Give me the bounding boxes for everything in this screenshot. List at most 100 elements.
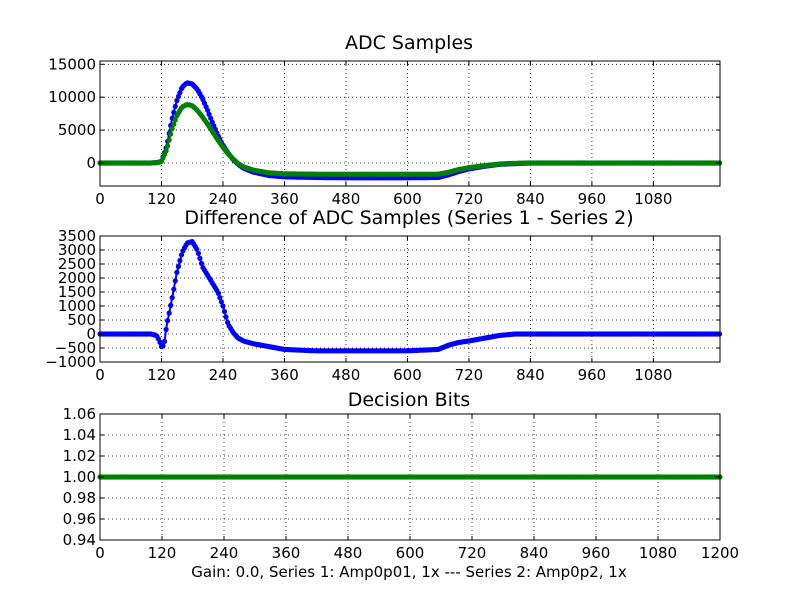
data-point [223,314,229,320]
data-point [197,255,203,261]
y-tick-label: 15000 [48,55,96,73]
decision-bits-panel: Decision Bits 0 120 240 360 480 600 720 840 960 1… [63,389,740,562]
y-tick-label: 0 [86,325,96,343]
x-tick-label: 240 [209,190,238,208]
y-tick-label: 1000 [58,297,96,315]
data-point [160,343,166,349]
x-tick-label: 120 [147,190,176,208]
data-point [172,103,178,109]
x-tick-label: 960 [582,544,611,562]
data-point [217,295,223,301]
difference-panel: Difference of ADC Samples (Series 1 - Se… [45,207,723,384]
y-tick-label: 3000 [58,241,96,259]
data-point [169,295,175,301]
series-1 [97,239,723,354]
y-tick-label: 500 [67,311,96,329]
y-tick-label: 1.06 [63,405,96,423]
x-tick-label: 360 [272,544,301,562]
x-tick-label: 960 [578,190,607,208]
adc-samples-title: ADC Samples [345,32,473,54]
x-tick-label: 600 [396,544,425,562]
y-tick-label: 5000 [58,121,96,139]
y-tick-label: 1.04 [63,426,96,444]
x-tick-label: 360 [270,190,299,208]
axis-ticks: 0 120 240 360 480 600 720 840 960 1080−1000−50005… [45,227,720,384]
y-tick-label: 0.98 [63,489,96,507]
data-point [195,250,201,256]
y-tick-label: 2500 [58,255,96,273]
x-tick-label: 240 [209,366,238,384]
adc-samples-panel: ADC Samples 0 120 240 360 480 600 720 840 960 108… [48,32,723,208]
data-point [166,310,172,316]
data-point [163,326,169,333]
x-tick-label: 960 [578,366,607,384]
data-point [208,115,214,121]
x-tick-label: 600 [393,366,422,384]
data-point [174,269,180,275]
data-point [157,339,163,345]
data-point [221,308,228,315]
data-point [165,143,171,149]
x-tick-label: 1200 [701,544,739,562]
y-tick-label: −500 [55,339,96,357]
x-tick-label: 480 [334,544,363,562]
x-tick-label: 0 [95,190,105,208]
y-tick-label: 3500 [58,227,96,245]
data-point [177,258,183,264]
y-tick-label: 0.94 [63,531,96,549]
axis-ticks: 0 120 240 360 480 600 720 840 960 1080 1200 0.94 0.9… [63,405,740,562]
data-point [175,93,181,100]
series-1 [97,474,723,480]
x-tick-label: 240 [210,544,239,562]
y-tick-label: 0 [86,154,96,172]
y-tick-label: 1.02 [63,447,96,465]
y-tick-label: 10000 [48,88,96,106]
x-tick-label: 0 [95,366,105,384]
data-point [165,318,171,324]
data-point [177,90,183,96]
data-point [171,286,177,292]
x-tick-label: 480 [332,366,361,384]
data-point [166,137,172,143]
data-point [169,126,175,132]
x-tick-label: 840 [520,544,549,562]
data-point [218,299,224,305]
data-point [163,148,169,154]
data-point [215,290,221,296]
data-point [168,131,174,137]
y-tick-label: 1.00 [63,468,96,486]
difference-title: Difference of ADC Samples (Series 1 - Se… [184,207,633,229]
data-point [175,263,181,270]
data-point [178,252,185,258]
y-tick-label: 1500 [58,283,96,301]
figure-xlabel: Gain: 0.0, Series 1: Amp0p01, 1x --- Ser… [191,563,627,581]
data-point [171,121,177,127]
x-tick-label: 0 [95,544,105,562]
x-tick-label: 360 [270,366,299,384]
x-tick-label: 1080 [634,190,672,208]
axis-ticks: 0 120 240 360 480 600 720 840 960 1080 0 5000 10000 1… [48,55,720,208]
x-tick-label: 840 [516,366,545,384]
data-point [205,107,211,113]
x-tick-label: 1080 [639,544,677,562]
data-point [220,303,226,309]
y-tick-label: 2000 [58,269,96,287]
y-tick-label: −1000 [45,353,96,371]
x-tick-label: 1080 [634,366,672,384]
data-point [172,278,178,284]
decision-bits-title: Decision Bits [348,389,471,411]
axes-frame [99,60,721,187]
data-point [162,338,168,344]
x-tick-label: 600 [393,190,422,208]
x-tick-label: 720 [458,544,487,562]
x-tick-label: 120 [147,366,176,384]
x-tick-label: 720 [455,366,484,384]
x-tick-label: 840 [516,190,545,208]
series-2 [97,102,723,177]
data-point [194,246,200,252]
data-point [171,109,177,115]
x-tick-label: 120 [148,544,177,562]
y-tick-label: 0.96 [63,510,96,528]
